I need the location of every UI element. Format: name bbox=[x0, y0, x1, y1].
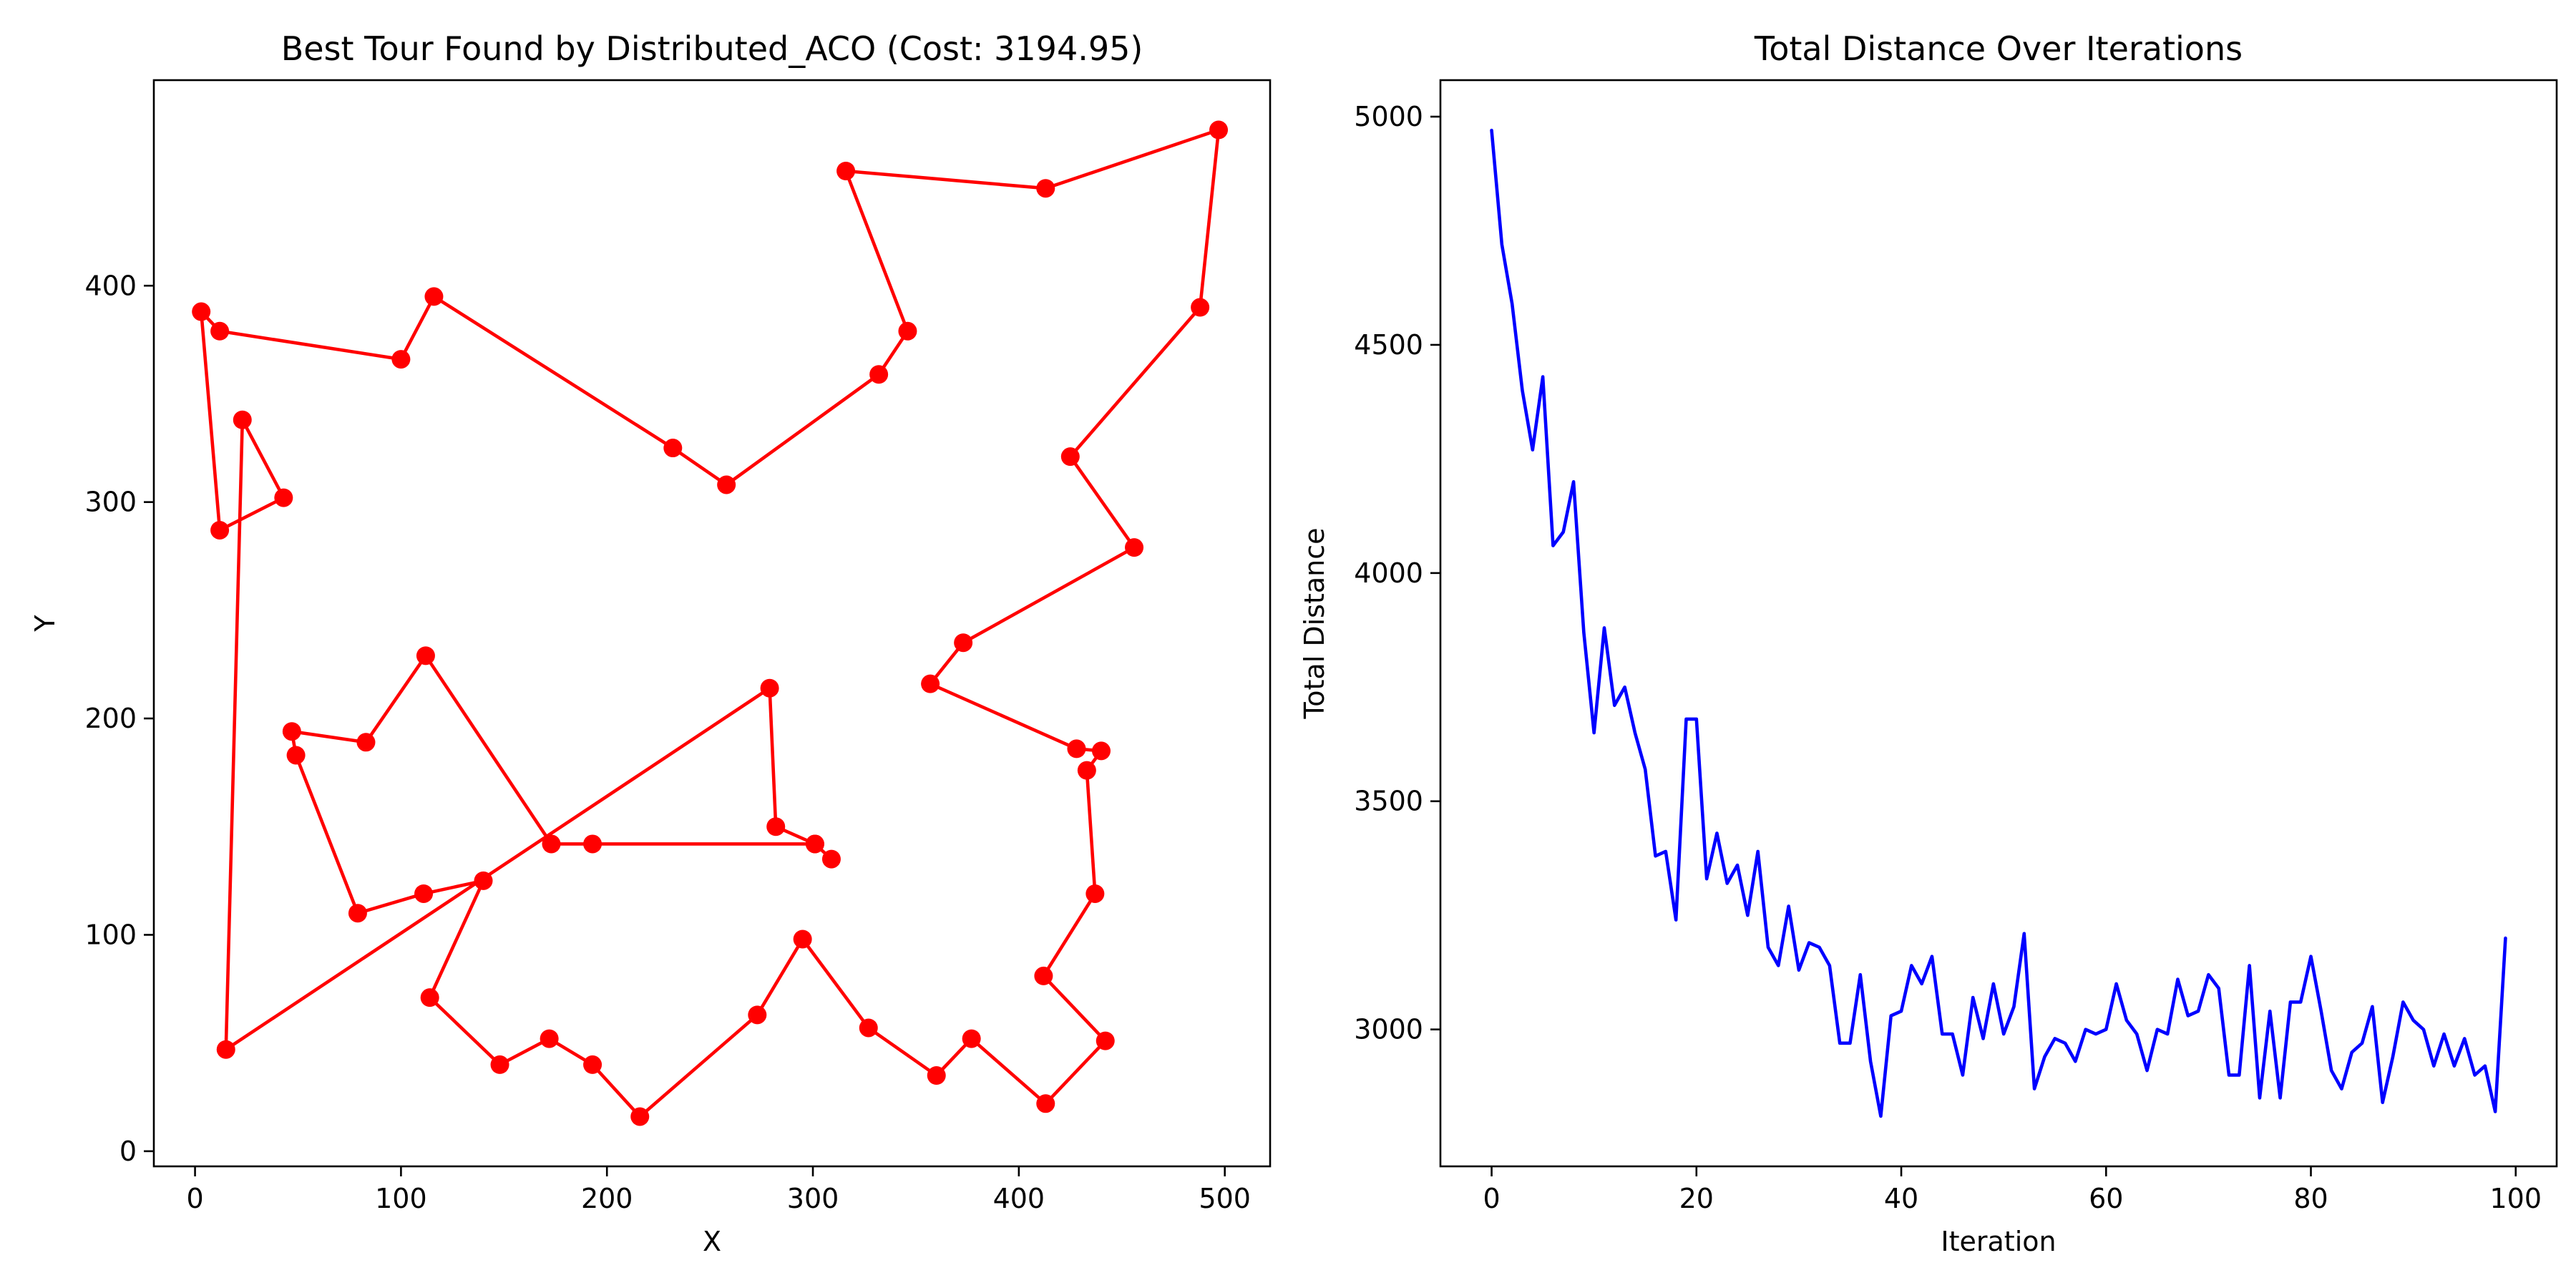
best-tour-city-point bbox=[274, 488, 293, 507]
total-distance-plot-area bbox=[1490, 128, 2507, 1118]
total-distance-x-tick-label: 100 bbox=[2489, 1183, 2542, 1214]
best-tour-city-point bbox=[192, 302, 211, 321]
best-tour-city-point bbox=[540, 1029, 559, 1048]
best-tour-city-point bbox=[821, 849, 841, 869]
chart-total-distance: Total Distance Over Iterations 0 20 40 60 80… bbox=[1299, 29, 2558, 1257]
best-tour-city-point bbox=[414, 884, 434, 903]
total-distance-x-ticks: 0 20 40 60 80 100 bbox=[1483, 1166, 2542, 1214]
best-tour-city-point bbox=[898, 321, 917, 341]
best-tour-city-point bbox=[210, 321, 230, 341]
best-tour-city-point bbox=[1091, 741, 1111, 761]
total-distance-x-axis-label: Iteration bbox=[1941, 1226, 2056, 1257]
best-tour-plot-area bbox=[192, 120, 1229, 1126]
best-tour-city-point bbox=[962, 1029, 981, 1048]
total-distance-y-tick-label: 4000 bbox=[1354, 557, 1423, 589]
best-tour-city-point bbox=[348, 904, 367, 923]
best-tour-y-ticks: 0 100 200 300 400 bbox=[84, 270, 154, 1167]
total-distance-x-tick-label: 60 bbox=[2089, 1183, 2123, 1214]
best-tour-city-point bbox=[859, 1018, 878, 1038]
best-tour-x-tick-label: 400 bbox=[993, 1183, 1045, 1214]
best-tour-city-point bbox=[1036, 179, 1055, 198]
total-distance-y-ticks: 3000 3500 4000 4500 5000 bbox=[1354, 101, 1440, 1045]
best-tour-city-point bbox=[717, 475, 736, 494]
best-tour-city-point bbox=[954, 633, 973, 653]
best-tour-city-point bbox=[836, 162, 856, 180]
best-tour-x-ticks: 0 100 200 300 400 500 bbox=[186, 1166, 1251, 1214]
best-tour-city-point bbox=[416, 646, 435, 665]
chart-title-total-distance: Total Distance Over Iterations bbox=[1754, 29, 2243, 68]
best-tour-x-tick-label: 300 bbox=[787, 1183, 839, 1214]
best-tour-city-point bbox=[760, 678, 779, 698]
best-tour-city-point bbox=[927, 1066, 946, 1085]
total-distance-y-axis-label: Total Distance bbox=[1299, 528, 1330, 720]
best-tour-city-point bbox=[766, 817, 786, 836]
best-tour-city-point bbox=[663, 439, 683, 458]
best-tour-series-line bbox=[199, 128, 1221, 1118]
best-tour-city-point bbox=[869, 365, 889, 384]
best-tour-city-point bbox=[1067, 739, 1086, 758]
best-tour-city-point bbox=[542, 834, 561, 854]
best-tour-city-point bbox=[1085, 884, 1105, 903]
total-distance-x-tick-label: 0 bbox=[1483, 1183, 1500, 1214]
best-tour-city-point bbox=[391, 350, 411, 369]
best-tour-y-tick-label: 300 bbox=[84, 487, 137, 518]
best-tour-y-tick-label: 0 bbox=[119, 1136, 137, 1167]
best-tour-city-point bbox=[216, 1040, 235, 1059]
best-tour-city-point bbox=[1036, 1094, 1055, 1113]
best-tour-y-tick-label: 200 bbox=[84, 703, 137, 734]
best-tour-city-point bbox=[748, 1005, 767, 1025]
best-tour-city-point bbox=[1060, 447, 1080, 467]
best-tour-city-point bbox=[286, 746, 306, 765]
best-tour-city-point bbox=[1034, 966, 1053, 985]
best-tour-city-point bbox=[1096, 1031, 1115, 1050]
total-distance-axes-frame bbox=[1439, 79, 2558, 1168]
best-tour-city-point bbox=[1125, 538, 1144, 557]
best-tour-x-tick-label: 0 bbox=[186, 1183, 203, 1214]
best-tour-x-tick-label: 500 bbox=[1199, 1183, 1251, 1214]
total-distance-y-tick-label: 4500 bbox=[1354, 329, 1423, 361]
best-tour-city-point bbox=[210, 520, 230, 540]
best-tour-city-point bbox=[1077, 761, 1096, 780]
total-distance-x-tick-label: 80 bbox=[2293, 1183, 2328, 1214]
best-tour-city-point bbox=[1191, 298, 1210, 317]
best-tour-city-point bbox=[233, 410, 252, 429]
best-tour-x-tick-label: 100 bbox=[375, 1183, 427, 1214]
total-distance-x-tick-label: 40 bbox=[1884, 1183, 1918, 1214]
best-tour-x-axis-label: X bbox=[703, 1226, 721, 1257]
best-tour-city-point bbox=[583, 1055, 602, 1074]
best-tour-y-tick-label: 100 bbox=[84, 919, 137, 950]
best-tour-city-point bbox=[793, 930, 812, 949]
best-tour-y-tick-label: 400 bbox=[84, 270, 137, 301]
total-distance-y-tick-label: 3500 bbox=[1354, 786, 1423, 817]
total-distance-x-tick-label: 20 bbox=[1679, 1183, 1714, 1214]
best-tour-city-point bbox=[490, 1055, 509, 1074]
best-tour-y-axis-label: Y bbox=[29, 615, 61, 633]
total-distance-y-tick-label: 3000 bbox=[1354, 1014, 1423, 1045]
best-tour-city-point bbox=[630, 1107, 650, 1126]
best-tour-city-point bbox=[805, 834, 824, 854]
best-tour-x-tick-label: 200 bbox=[581, 1183, 633, 1214]
best-tour-city-point bbox=[921, 674, 940, 693]
total-distance-series-line bbox=[1490, 128, 2507, 1118]
chart-title-best-tour: Best Tour Found by Distributed_ACO (Cost… bbox=[281, 29, 1143, 68]
best-tour-city-point bbox=[420, 988, 439, 1008]
chart-best-tour: Best Tour Found by Distributed_ACO (Cost… bbox=[29, 29, 1272, 1257]
best-tour-city-point bbox=[356, 733, 376, 752]
best-tour-axes-frame bbox=[152, 79, 1272, 1168]
best-tour-city-point bbox=[424, 287, 444, 306]
best-tour-city-point bbox=[282, 722, 301, 741]
best-tour-city-point bbox=[474, 871, 493, 890]
best-tour-city-point bbox=[583, 834, 602, 854]
total-distance-y-tick-label: 5000 bbox=[1354, 101, 1423, 132]
best-tour-city-point bbox=[1209, 120, 1229, 140]
